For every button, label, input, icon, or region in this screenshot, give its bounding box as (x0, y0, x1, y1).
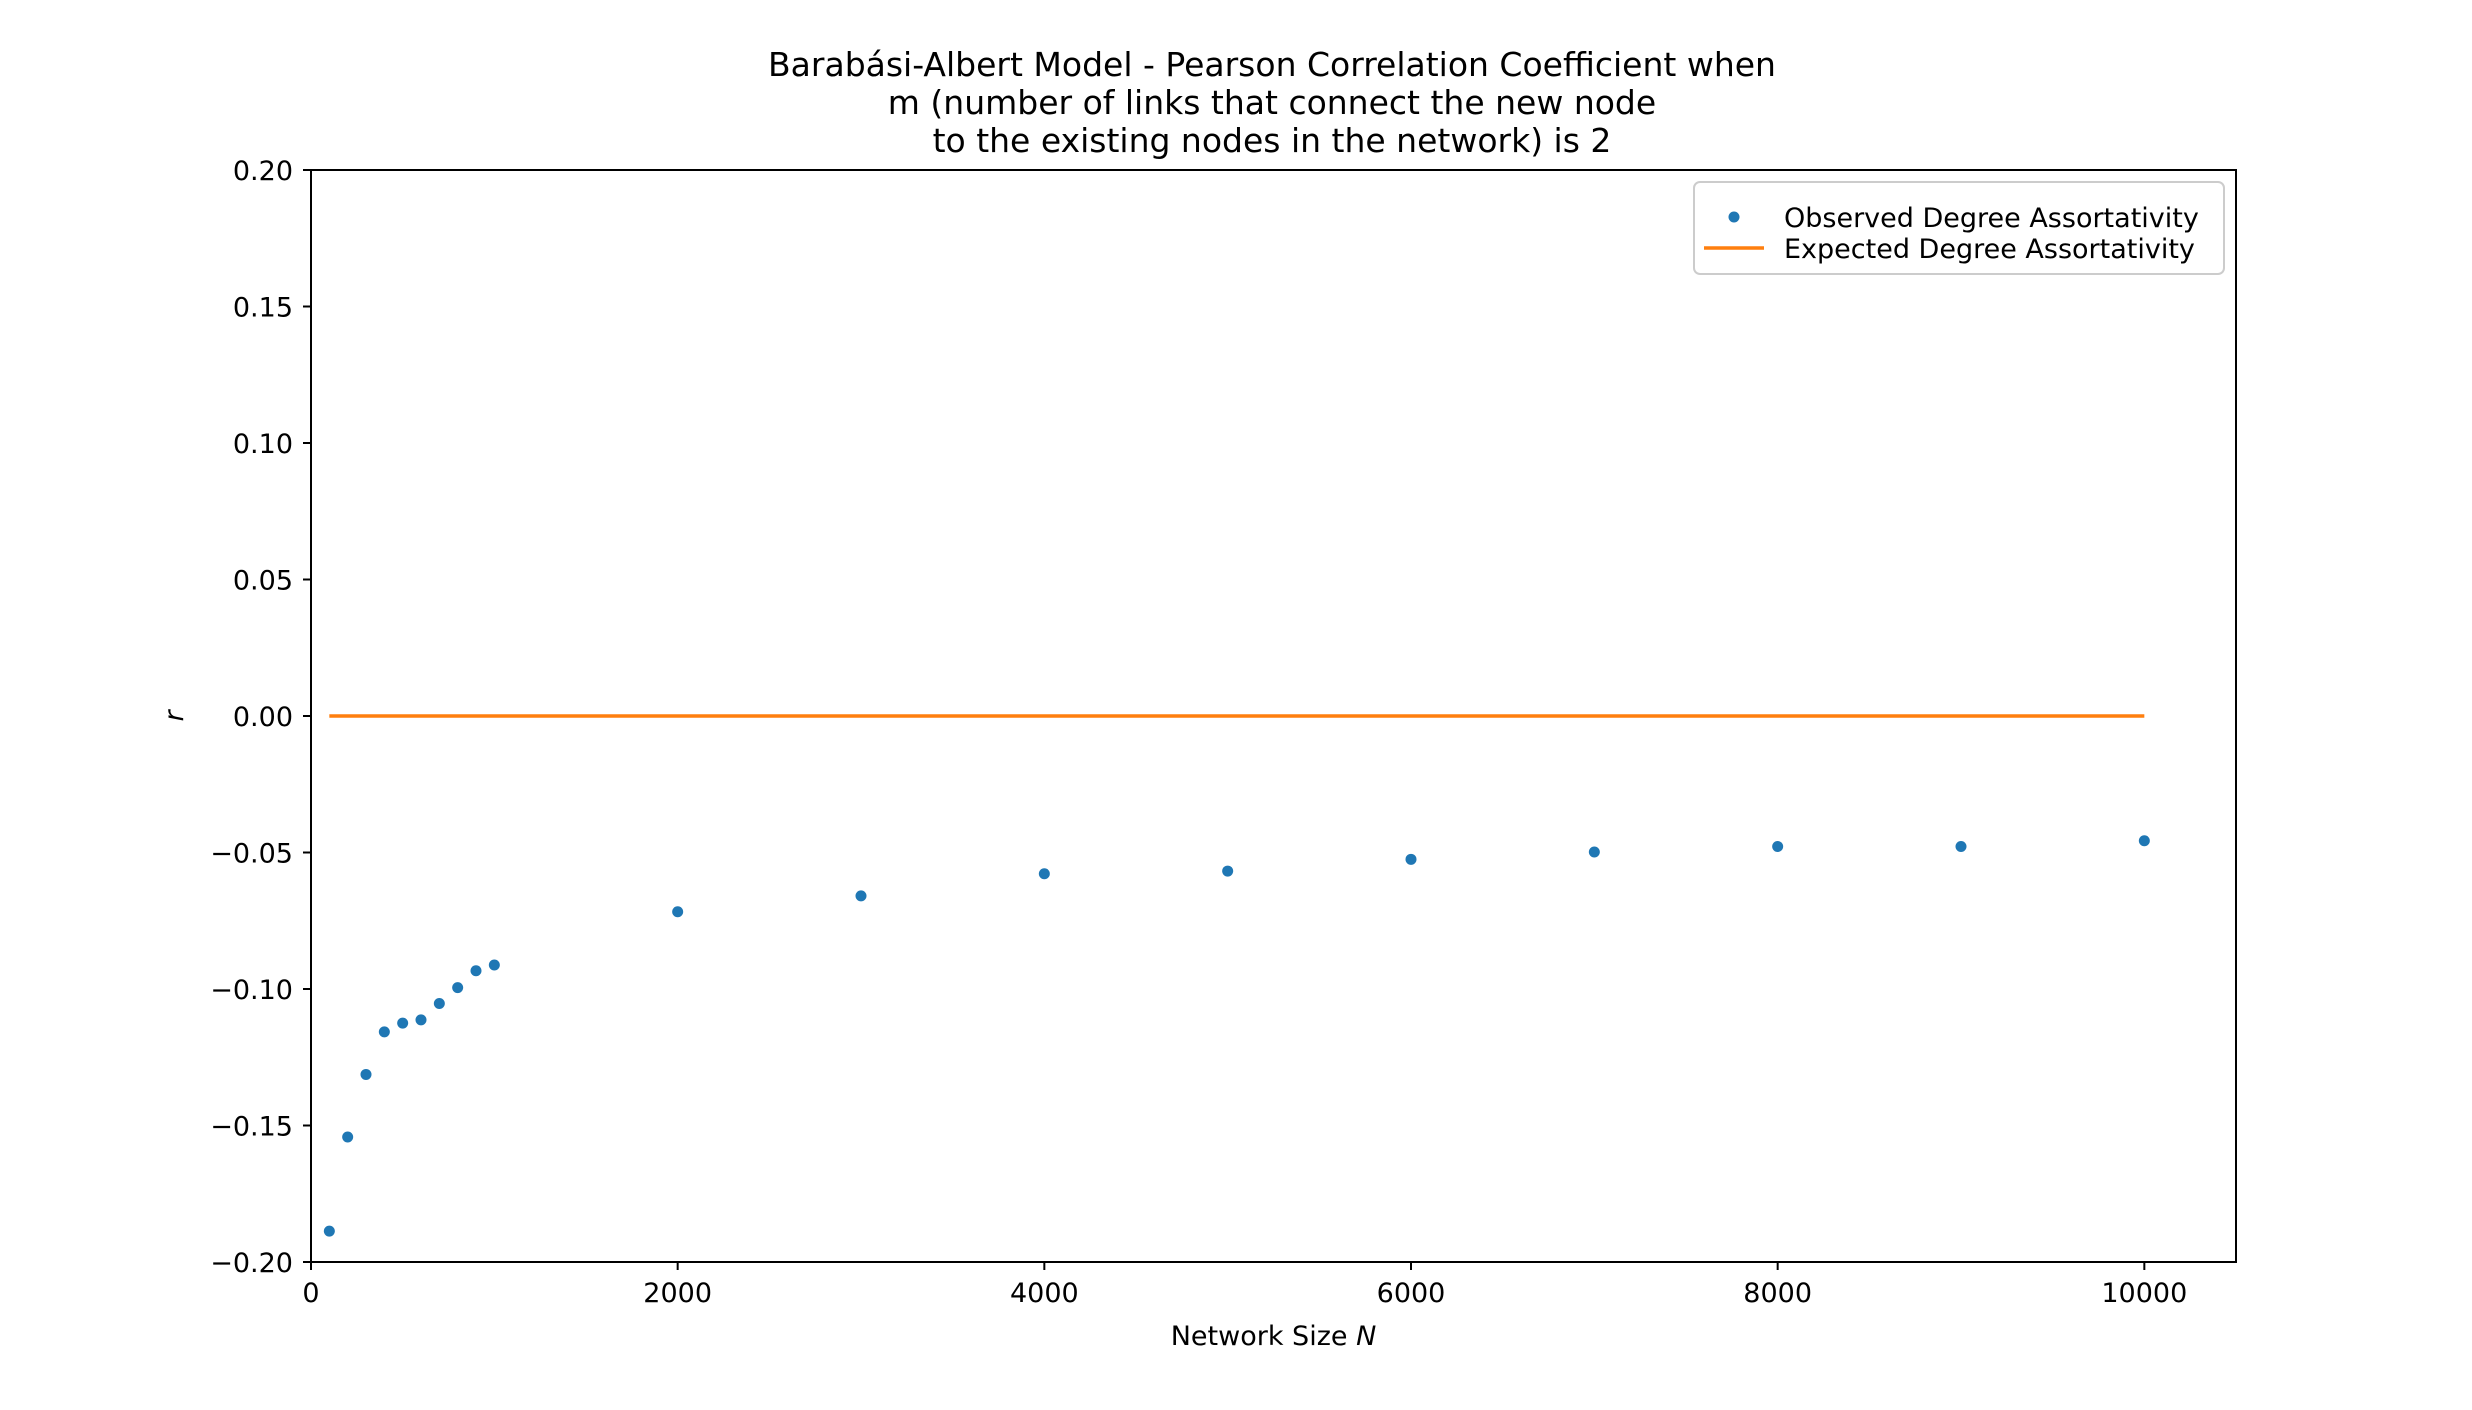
chart-title: Barabási-Albert Model - Pearson Correlat… (768, 45, 1776, 160)
x-tick-label: 2000 (643, 1278, 712, 1309)
observed-point (1588, 846, 1600, 858)
legend-label-expected: Expected Degree Assortativity (1784, 234, 2195, 265)
title-line-2: m (number of links that connect the new … (888, 83, 1656, 122)
y-tick-label: 0.05 (233, 566, 293, 597)
axes-frame (310, 169, 2237, 1263)
y-axis-label: r (159, 709, 190, 722)
observed-point (1222, 865, 1234, 877)
observed-point (342, 1131, 354, 1143)
observed-point (433, 997, 445, 1009)
x-tick-label: 10000 (2101, 1278, 2187, 1309)
y-tick-label: −0.10 (210, 975, 293, 1006)
x-tick-label: 6000 (1377, 1278, 1446, 1309)
legend-label-observed: Observed Degree Assortativity (1784, 203, 2199, 234)
x-tick-label: 0 (302, 1278, 319, 1309)
observed-point (452, 982, 464, 994)
x-tick-label: 8000 (1743, 1278, 1812, 1309)
observed-point (378, 1026, 390, 1038)
series-layer (323, 714, 2150, 1237)
observed-point (1955, 840, 1967, 852)
observed-point (1038, 868, 1050, 880)
observed-point (470, 965, 482, 977)
title-line-1: Barabási-Albert Model - Pearson Correlat… (768, 45, 1776, 84)
title-line-3: to the existing nodes in the network) is… (933, 121, 1612, 160)
observed-point (415, 1014, 427, 1026)
y-tick-label: 0.10 (233, 429, 293, 460)
observed-point (488, 959, 500, 971)
y-axis-ticks: −0.20 −0.15 −0.10 −0.05 0.00 0.05 0.10 0.15 0.20 (210, 156, 311, 1279)
y-tick-label: 0.00 (233, 702, 293, 733)
legend-box (1693, 181, 2225, 275)
x-tick-label: 4000 (1010, 1278, 1079, 1309)
plot-area: 0 2000 4000 6000 8000 10000 −0.20−0.15−0.10−0… (210, 156, 2237, 1309)
y-tick-label: 0.15 (233, 293, 293, 324)
y-tick-label: 0.20 (233, 156, 293, 187)
observed-point (397, 1017, 409, 1029)
legend: Observed Degree Assortativity Expected D… (1693, 181, 2225, 275)
legend-marker-observed (1728, 211, 1740, 223)
x-axis-ticks: 0 2000 4000 6000 8000 10000 (302, 1262, 2187, 1309)
observed-point (2138, 835, 2150, 847)
y-tick-label: −0.20 (210, 1248, 293, 1279)
x-axis-label-text: Network Size (1171, 1321, 1356, 1352)
observed-point (1405, 853, 1417, 865)
x-axis-label-variable: N (1356, 1321, 1376, 1352)
observed-point (1772, 840, 1784, 852)
observed-point (323, 1225, 335, 1237)
y-tick-label: −0.15 (210, 1112, 293, 1143)
observed-point (672, 906, 684, 918)
observed-point (360, 1068, 372, 1080)
observed-point (855, 890, 867, 902)
x-axis-label: Network Size N (1171, 1321, 1377, 1352)
y-tick-label: −0.05 (210, 839, 293, 870)
